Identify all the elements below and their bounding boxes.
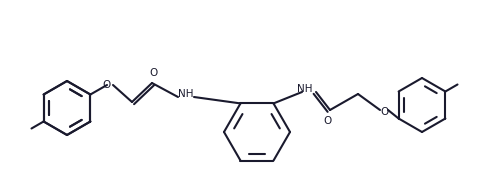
Text: NH: NH bbox=[178, 89, 194, 99]
Text: O: O bbox=[381, 107, 389, 117]
Text: NH: NH bbox=[297, 84, 313, 94]
Text: O: O bbox=[103, 80, 111, 90]
Text: O: O bbox=[324, 116, 332, 126]
Text: O: O bbox=[150, 68, 158, 78]
